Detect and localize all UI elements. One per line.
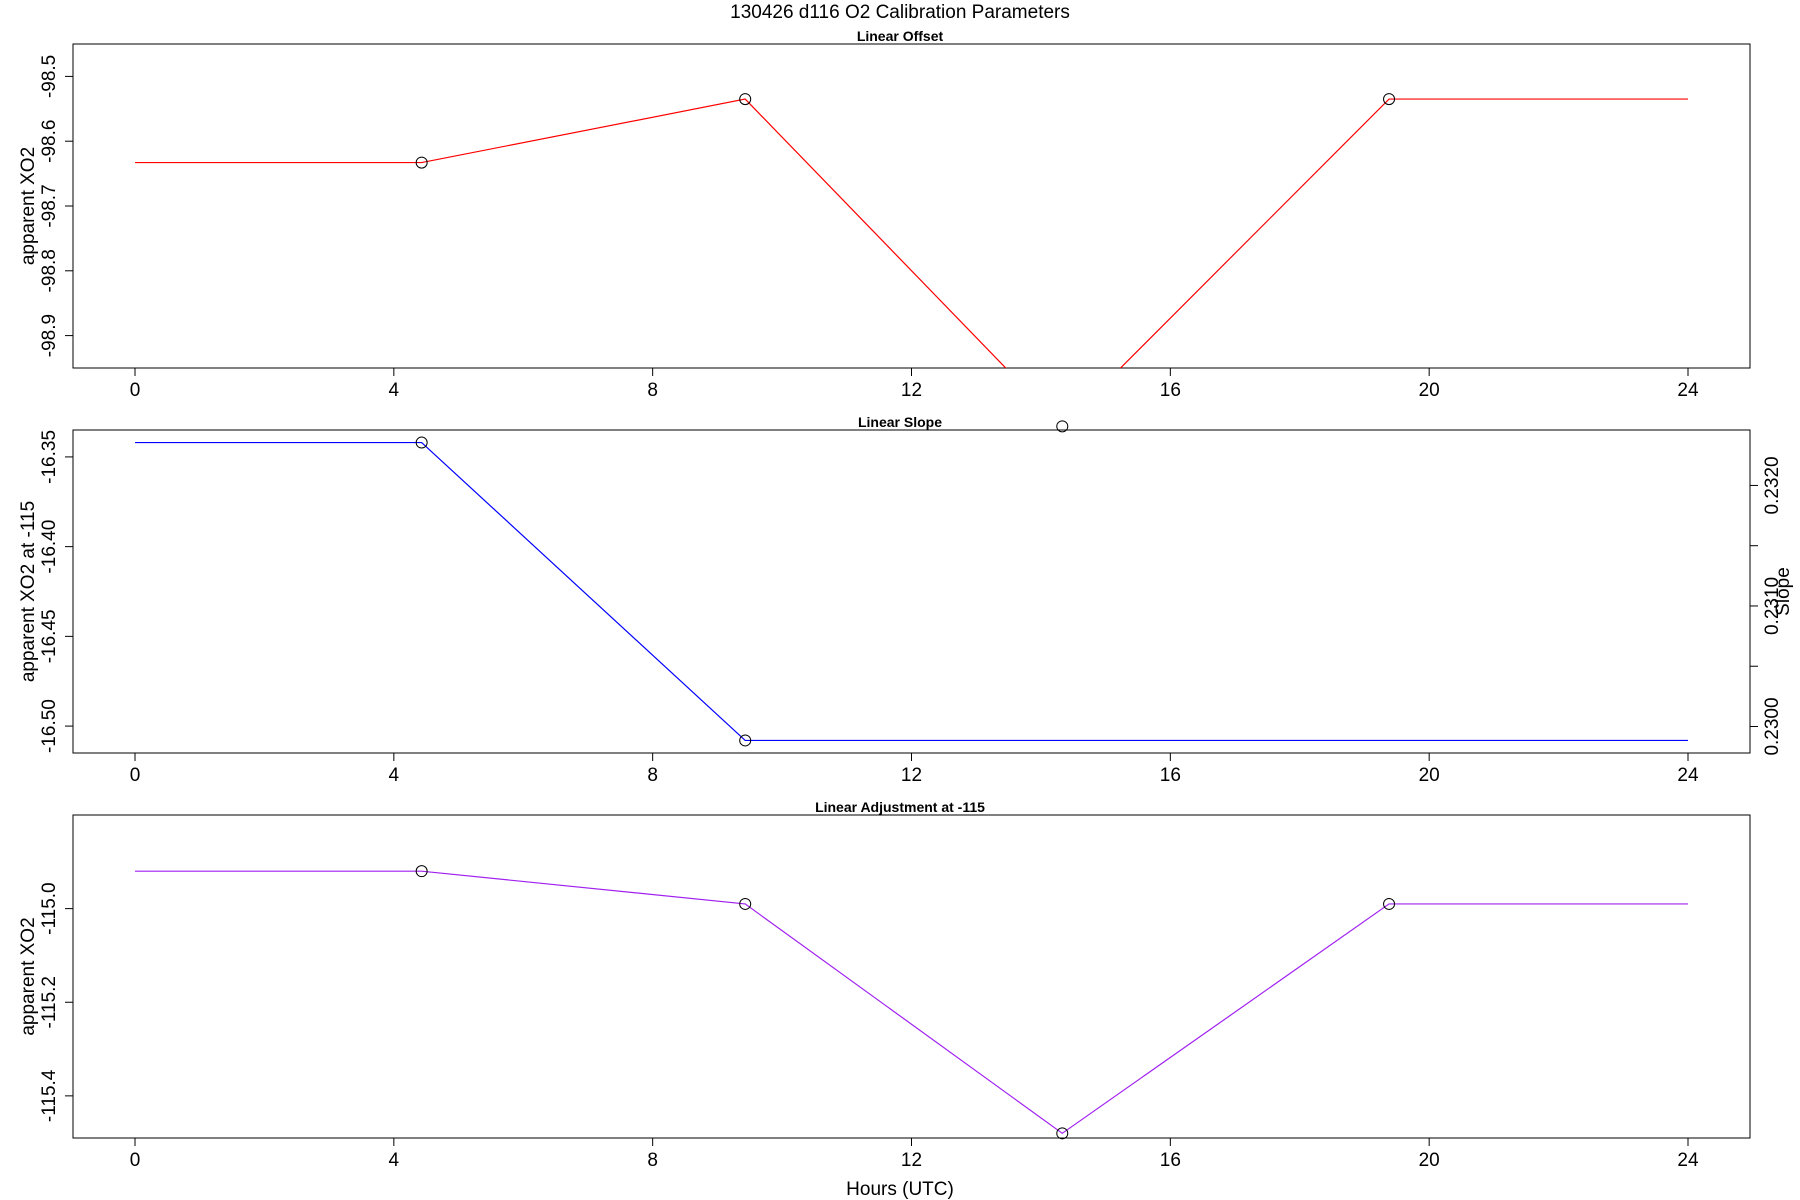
y-right-tick-label: 0.2310 [1762,577,1783,635]
series-line [135,870,1688,1135]
panel-1: Linear Offset 0 4 8 12 16 20 24 -98.9 -98.8 -98.7 -… [18,28,1751,433]
x-tick-label: 16 [1160,380,1181,401]
x-tick-label: 24 [1677,380,1699,401]
panels-group: Linear Offset 0 4 8 12 16 20 24 -98.9 -98.8 -98.7 -… [18,28,1794,1171]
panel-3: Linear Adjustment at -115 0 4 8 12 16 20 24 -115… [18,799,1751,1171]
y-tick-label: -115.0 [39,882,60,934]
y-tick-label: -98.6 [39,120,60,163]
y-tick-label: -115.2 [39,976,60,1028]
y-axis-label: apparent XO2 at -115 [18,501,39,682]
x-tick-label: 0 [130,380,141,401]
data-point [415,156,428,169]
plot-frame [72,429,1751,754]
x-tick-label: 8 [647,1150,658,1171]
y-tick-label: -16.35 [39,430,60,484]
data-point [1056,420,1069,433]
x-tick-label: 4 [389,765,400,786]
x-tick-label: 4 [389,380,400,401]
data-point [415,436,428,449]
y-tick-label: -16.50 [39,699,60,753]
x-tick-label: 0 [130,765,141,786]
x-tick-label: 20 [1419,1150,1440,1171]
figure-title: 130426 d116 O2 Calibration Parameters [730,2,1070,23]
plot-frame [72,43,1751,369]
x-tick-label: 24 [1677,765,1699,786]
x-tick-label: 4 [389,1150,400,1171]
panel-title: Linear Adjustment at -115 [815,799,985,815]
y-axis-label: apparent XO2 [18,147,39,265]
y-tick-label: -98.8 [39,249,60,292]
y-right-tick-label: 0.2320 [1762,456,1783,514]
data-point [1383,897,1396,910]
x-tick-label: 16 [1160,1150,1181,1171]
panel-title: Linear Slope [858,414,942,430]
y-axis-label: apparent XO2 [18,917,39,1035]
y-right-axis-label: Slope [1773,567,1794,616]
series-line [135,441,1688,742]
y-tick-label: -16.40 [39,520,60,574]
y-tick-label: -16.45 [39,609,60,663]
data-point [739,93,752,106]
x-tick-label: 8 [647,380,658,401]
panel-title: Linear Offset [857,28,944,44]
series-line [135,98,1688,368]
y-tick-label: -98.9 [39,314,60,357]
data-point [1383,93,1396,106]
x-tick-label: 20 [1419,765,1440,786]
y-right-tick-label: 0.2300 [1762,697,1783,755]
x-tick-label: 0 [130,1150,141,1171]
data-point [739,734,752,747]
x-tick-label: 20 [1419,380,1440,401]
data-point [1056,1127,1069,1140]
x-tick-label: 12 [901,1150,922,1171]
data-point [415,865,428,878]
panel-2: Linear Slope 0 4 8 12 16 20 24 -16.50 -16.45 -16.4… [18,414,1794,786]
plot-frame [72,814,1751,1139]
y-tick-label: -115.4 [39,1069,60,1122]
x-axis-label: Hours (UTC) [846,1179,954,1200]
data-point [739,897,752,910]
x-tick-label: 12 [901,765,922,786]
y-tick-label: -98.5 [39,55,60,98]
x-tick-label: 16 [1160,765,1181,786]
x-tick-label: 8 [647,765,658,786]
y-tick-label: -98.7 [39,184,60,227]
x-tick-label: 12 [901,380,922,401]
x-tick-label: 24 [1677,1150,1699,1171]
